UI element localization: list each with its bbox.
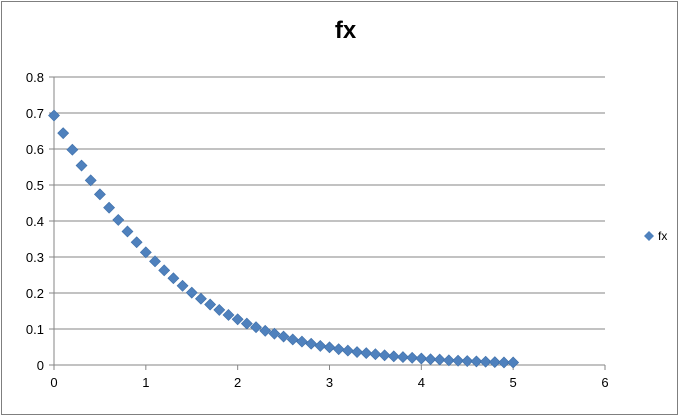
y-tick-label: 0.5 — [26, 178, 44, 193]
data-point — [415, 352, 428, 365]
data-point — [470, 355, 483, 368]
data-point — [213, 303, 226, 316]
data-point — [84, 174, 97, 187]
data-point — [222, 309, 235, 321]
x-tick-label: 2 — [234, 375, 241, 390]
data-point — [461, 355, 474, 367]
data-point — [231, 313, 244, 326]
x-tick-label: 4 — [418, 375, 425, 390]
data-point — [139, 246, 152, 259]
data-point — [498, 356, 510, 369]
y-tick-label: 0.2 — [26, 286, 44, 301]
data-point — [442, 354, 455, 367]
data-point — [268, 327, 281, 340]
data-point — [176, 279, 189, 292]
data-point — [112, 213, 125, 226]
data-point — [424, 353, 437, 366]
data-point — [378, 349, 391, 362]
data-point — [387, 350, 400, 363]
data-point — [296, 335, 308, 348]
chart-title: fx — [334, 17, 357, 44]
data-point — [204, 298, 217, 311]
y-tick-label: 0.4 — [26, 214, 44, 229]
data-point — [250, 321, 262, 334]
data-point — [507, 356, 520, 369]
legend-label: fx — [658, 229, 667, 243]
x-tick-label: 3 — [326, 375, 333, 390]
data-point — [286, 333, 299, 346]
data-point — [332, 343, 345, 356]
legend-marker — [644, 231, 654, 241]
data-point — [305, 337, 318, 350]
y-tick-label: 0 — [37, 358, 44, 373]
data-point — [48, 109, 60, 122]
data-point — [360, 347, 373, 360]
data-point — [57, 127, 70, 140]
data-point — [121, 225, 134, 238]
data-point — [397, 351, 409, 364]
data-point — [406, 351, 419, 364]
data-point — [351, 346, 363, 358]
data-point — [195, 292, 207, 305]
data-point — [341, 344, 354, 357]
data-point — [259, 324, 272, 337]
data-point — [488, 356, 501, 369]
data-point — [185, 286, 198, 299]
x-tick-label: 1 — [142, 375, 149, 390]
data-point — [452, 354, 464, 367]
data-point — [314, 339, 327, 352]
data-point — [93, 188, 106, 201]
data-point — [75, 159, 88, 172]
y-tick-label: 0.8 — [26, 70, 44, 85]
x-tick-label: 5 — [510, 375, 517, 390]
x-tick-label: 0 — [50, 375, 57, 390]
y-tick-label: 0.1 — [26, 322, 44, 337]
x-tick-label: 6 — [601, 375, 608, 390]
data-point — [433, 353, 446, 366]
data-point — [130, 236, 143, 249]
data-point — [369, 348, 382, 361]
y-tick-label: 0.6 — [26, 142, 44, 157]
data-point — [479, 355, 492, 368]
data-point — [158, 264, 171, 277]
data-point — [103, 201, 116, 214]
data-point — [167, 272, 180, 285]
y-tick-label: 0.3 — [26, 250, 44, 265]
data-point — [66, 143, 79, 156]
data-point — [149, 255, 161, 268]
y-tick-label: 0.7 — [26, 106, 44, 121]
data-point — [323, 341, 336, 354]
data-point — [277, 330, 290, 343]
data-point — [240, 317, 253, 330]
